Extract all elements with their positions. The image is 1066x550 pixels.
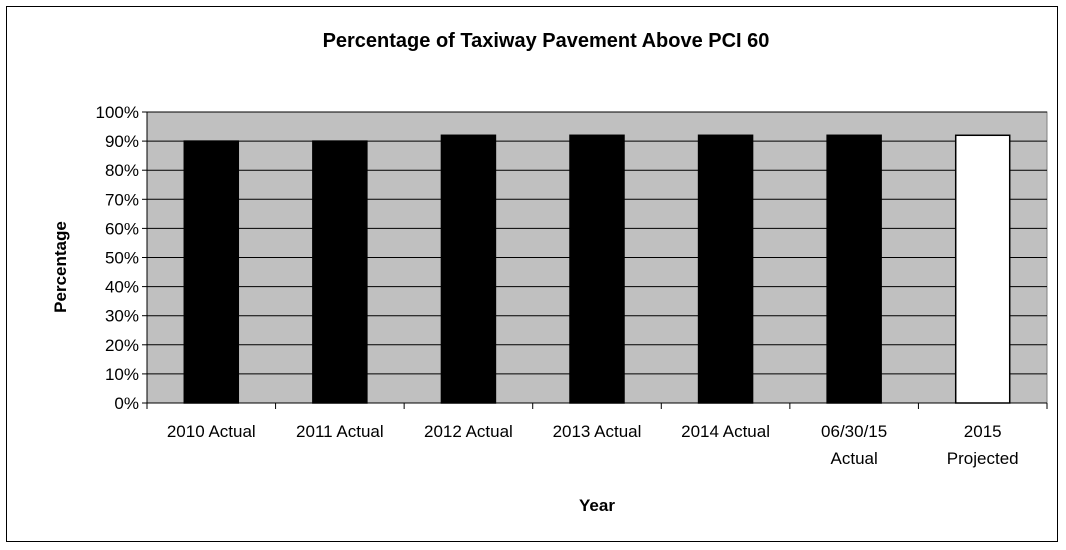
bar — [569, 134, 625, 404]
x-tick-label: 06/30/15 — [821, 422, 887, 441]
x-tick-label: 2011 Actual — [296, 422, 384, 441]
plot-area: 0% 10% 20% 30% 40% 50% 60% 70% 80% 90% 100% 2010 Ac… — [96, 103, 1048, 468]
x-tick-label: 2012 Actual — [424, 422, 513, 441]
y-tick-label: 50% — [105, 249, 139, 268]
y-tick-label: 80% — [105, 161, 139, 180]
chart-title: Percentage of Taxiway Pavement Above PCI… — [323, 30, 770, 52]
x-tick-label: Actual — [831, 449, 878, 468]
x-tick-label: 2014 Actual — [681, 422, 770, 441]
bar — [697, 134, 754, 404]
bar — [954, 134, 1011, 404]
y-tick-label: 10% — [105, 365, 139, 384]
x-tick-label: 2013 Actual — [553, 422, 642, 441]
bar — [440, 134, 497, 404]
bar-chart: Percentage of Taxiway Pavement Above PCI… — [51, 30, 1048, 515]
x-tick-label: 2010 Actual — [167, 422, 256, 441]
x-tick-label: 2015 — [964, 422, 1002, 441]
chart-frame: Percentage of Taxiway Pavement Above PCI… — [6, 6, 1058, 542]
x-tick-label: Projected — [947, 449, 1019, 468]
x-axis-title: Year — [579, 496, 615, 515]
y-tick-label: 70% — [105, 190, 139, 209]
y-tick-label: 30% — [105, 307, 139, 326]
y-tick-label: 40% — [105, 278, 139, 297]
y-tick-label: 0% — [114, 394, 139, 413]
y-tick-label: 60% — [105, 219, 139, 238]
y-axis-title: Percentage — [51, 221, 70, 313]
y-tick-label: 100% — [96, 103, 139, 122]
bar — [826, 134, 882, 404]
bar — [183, 140, 240, 404]
y-tick-label: 90% — [105, 132, 139, 151]
bar — [312, 140, 368, 404]
y-tick-label: 20% — [105, 336, 139, 355]
